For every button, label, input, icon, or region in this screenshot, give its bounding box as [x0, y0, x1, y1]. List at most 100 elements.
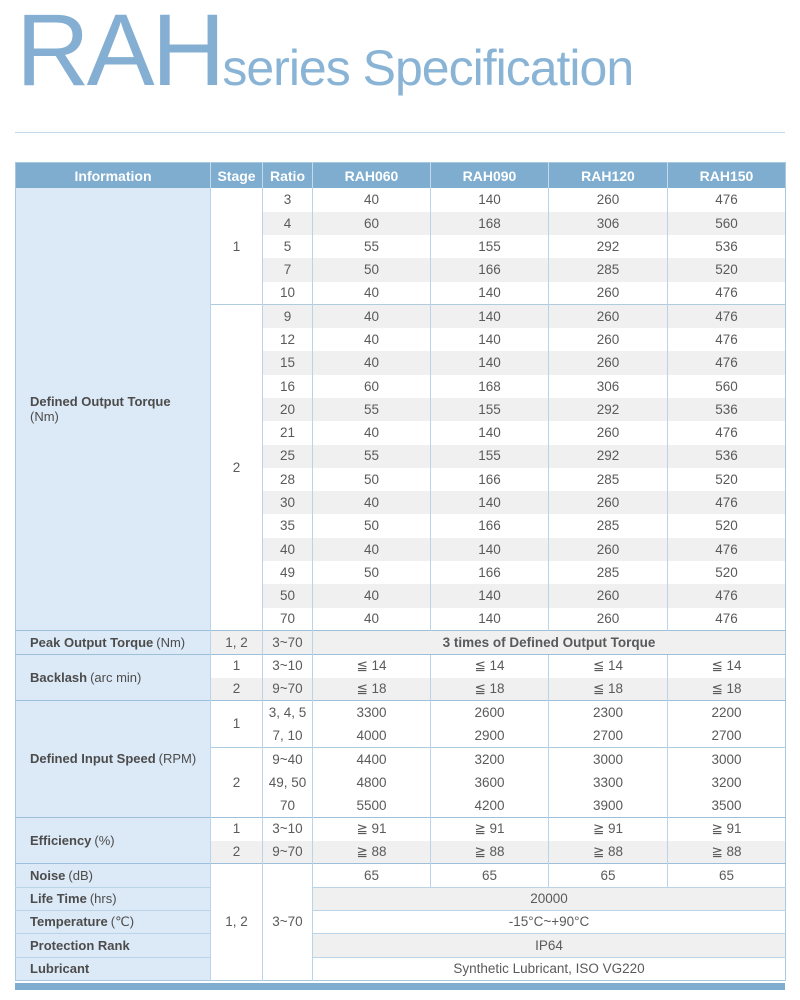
- column-header-ratio: Ratio: [262, 162, 313, 189]
- value-cell: 260: [548, 188, 668, 212]
- section-label-text: Temperature: [30, 914, 108, 930]
- value-cell: 3200: [667, 770, 786, 795]
- stage-cell: 1, 2: [210, 863, 263, 981]
- table-row: 2 9~40 4400 3200 3000 3000: [16, 746, 786, 818]
- value-cell: ≧ 88: [430, 840, 549, 864]
- ratio-cell: 9: [262, 304, 313, 329]
- value-cell: 292: [548, 234, 668, 259]
- value-cell: ≦ 18: [667, 677, 786, 701]
- table-row: Defined Output Torque (Nm) 1 3 40 140 260 476: [15, 188, 786, 631]
- value-cell: 560: [667, 211, 786, 235]
- value-cell: 536: [667, 234, 786, 259]
- section-label-suffix: (Nm): [156, 634, 186, 650]
- ratio-cell: 7, 10: [262, 724, 313, 748]
- table-row: Backlash (arc min) 1 3~10 ≦ 14 ≦ 14 ≦ 14 ≦ 14: [15, 653, 786, 701]
- table-row: 4 60 168 306 560: [16, 211, 786, 235]
- value-cell: 476: [667, 584, 786, 608]
- stage-cell: 1: [210, 700, 263, 748]
- section-label-text: Noise: [30, 867, 66, 883]
- table-row: 40 40 140 260 476: [16, 537, 786, 562]
- table-row: 16 60 168 306 560: [16, 374, 786, 398]
- stage-cell: 2: [210, 304, 263, 631]
- value-cell: ≧ 88: [667, 840, 786, 864]
- value-cell: ≦ 14: [548, 653, 668, 678]
- value-cell: 65: [548, 863, 668, 888]
- value-cell: 40: [312, 281, 431, 305]
- value-cell: 50: [312, 467, 431, 492]
- header-row: Information Stage Ratio RAH060 RAH090 RAH120 R…: [15, 162, 786, 189]
- value-cell: 2600: [430, 700, 549, 725]
- ratio-cell: 25: [262, 444, 313, 468]
- section-label-temperature: Temperature (℃): [15, 910, 211, 934]
- value-cell: 40: [312, 421, 431, 445]
- value-cell: 140: [430, 351, 549, 375]
- value-cell: 285: [548, 514, 668, 538]
- section-label-life-time: Life Time (hrs): [15, 886, 211, 911]
- value-cell: 260: [548, 537, 668, 562]
- value-cell: 5500: [312, 794, 431, 818]
- table-row: 70 40 140 260 476: [16, 607, 786, 631]
- stage-cell: 1, 2: [210, 630, 263, 655]
- ratio-cell: 20: [262, 398, 313, 422]
- stage-cell: 1: [210, 653, 263, 678]
- value-cell: ≦ 14: [312, 653, 431, 678]
- stage-cell: 2: [210, 840, 263, 864]
- value-cell: 4800: [312, 770, 431, 795]
- ratio-cell: 49, 50: [262, 770, 313, 795]
- ratio-cell: 3~70: [262, 630, 313, 655]
- value-cell: 476: [667, 421, 786, 445]
- value-cell: 20000: [312, 886, 786, 911]
- table-row: 10 40 140 260 476: [16, 281, 786, 305]
- value-cell: 476: [667, 607, 786, 631]
- section-label-suffix: (RPM): [158, 751, 197, 767]
- value-cell: ≧ 91: [667, 816, 786, 841]
- table-row: 50 40 140 260 476: [16, 584, 786, 608]
- value-cell: 50: [312, 258, 431, 282]
- value-cell: 4200: [430, 794, 549, 818]
- value-cell: 40: [312, 607, 431, 631]
- value-cell: 3000: [667, 746, 786, 771]
- value-cell: 306: [548, 374, 668, 398]
- table-header: Information Stage Ratio RAH060 RAH090 RAH120 R…: [15, 162, 786, 189]
- value-cell: 260: [548, 421, 668, 445]
- value-cell: 2300: [548, 700, 668, 725]
- value-cell: 60: [312, 374, 431, 398]
- ratio-cell: 15: [262, 351, 313, 375]
- value-cell: 3 times of Defined Output Torque: [312, 630, 786, 655]
- value-cell: 50: [312, 561, 431, 585]
- value-cell: -15°C~+90°C: [312, 910, 786, 934]
- table-row: 20 55 155 292 536: [16, 398, 786, 422]
- value-cell: 3300: [548, 770, 668, 795]
- value-cell: 40: [312, 304, 431, 329]
- value-cell: 260: [548, 607, 668, 631]
- spec-table: Information Stage Ratio RAH060 RAH090 RAH120 R…: [15, 161, 786, 981]
- column-header-rah090: RAH090: [430, 162, 549, 189]
- value-cell: 2700: [667, 724, 786, 748]
- value-cell: 2200: [667, 700, 786, 725]
- table-row: Life Time (hrs) 20000: [15, 886, 786, 911]
- value-cell: 40: [312, 491, 431, 515]
- table-row: Defined Input Speed (RPM) 1 3, 4, 5 3300 2600…: [15, 700, 786, 818]
- table-row: Temperature (℃) -15°C~+90°C: [15, 910, 786, 934]
- table-row: 7 50 166 285 520: [16, 258, 786, 282]
- section-label-suffix: (hrs): [89, 890, 117, 906]
- section-label-text: Lubricant: [30, 960, 90, 976]
- ratio-cell: 3~70: [262, 863, 313, 981]
- title-divider: [15, 131, 785, 133]
- section-label-suffix: (%): [94, 832, 115, 848]
- value-cell: 55: [312, 444, 431, 468]
- value-cell: IP64: [312, 933, 786, 958]
- section-label-suffix: (dB): [68, 867, 93, 883]
- value-cell: 140: [430, 607, 549, 631]
- ratio-cell: 7: [262, 258, 313, 282]
- table-row: 70 5500 4200 3900 3500: [16, 794, 786, 818]
- value-cell: 560: [667, 374, 786, 398]
- ratio-cell: 10: [262, 281, 313, 305]
- table-row: Lubricant Synthetic Lubricant, ISO VG220: [15, 956, 786, 981]
- value-cell: ≧ 91: [430, 816, 549, 841]
- value-cell: 285: [548, 258, 668, 282]
- table-row: 12 40 140 260 476: [16, 328, 786, 352]
- section-label-defined-input-speed: Defined Input Speed (RPM): [15, 700, 211, 818]
- value-cell: 140: [430, 491, 549, 515]
- value-cell: 3600: [430, 770, 549, 795]
